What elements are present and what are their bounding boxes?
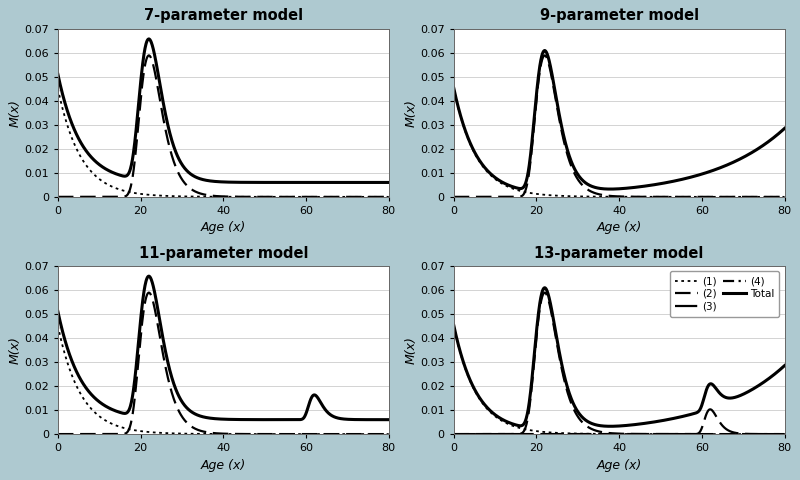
Legend: (1), (2), (3), (4), Total: (1), (2), (3), (4), Total [670, 271, 779, 317]
Y-axis label: M(x): M(x) [8, 336, 22, 364]
X-axis label: Age (x): Age (x) [597, 459, 642, 472]
X-axis label: Age (x): Age (x) [201, 459, 246, 472]
X-axis label: Age (x): Age (x) [597, 221, 642, 234]
Title: 9-parameter model: 9-parameter model [540, 8, 698, 24]
Title: 11-parameter model: 11-parameter model [138, 246, 308, 261]
Y-axis label: M(x): M(x) [8, 99, 22, 127]
Y-axis label: M(x): M(x) [404, 99, 417, 127]
Y-axis label: M(x): M(x) [404, 336, 417, 364]
Title: 13-parameter model: 13-parameter model [534, 246, 704, 261]
Title: 7-parameter model: 7-parameter model [144, 8, 303, 24]
X-axis label: Age (x): Age (x) [201, 221, 246, 234]
